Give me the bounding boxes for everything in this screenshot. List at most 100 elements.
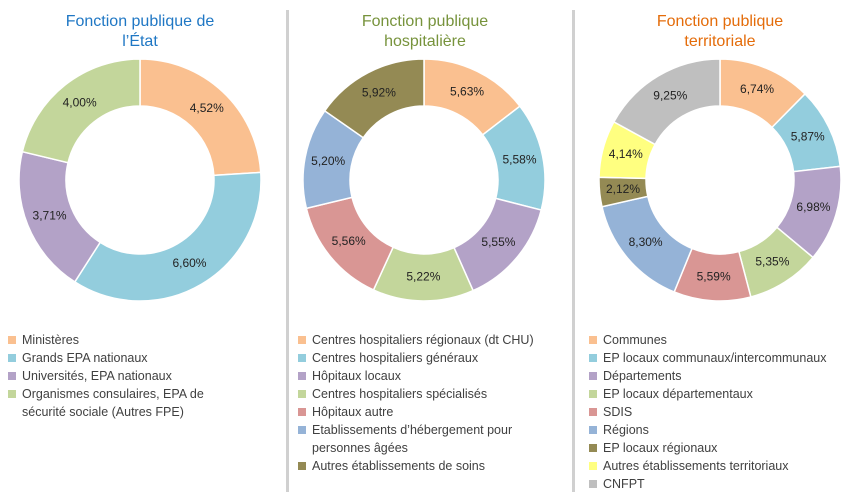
legend-label: Etablissements d’hébergement pour person… (312, 423, 513, 455)
legend-item: Organismes consulaires, EPA de sécurité … (8, 385, 248, 421)
value-label: 5,35% (755, 254, 789, 268)
legend-label: Centres hospitaliers spécialisés (312, 387, 488, 401)
value-label: 5,59% (697, 269, 731, 283)
legend-item: EP locaux départementaux (589, 385, 855, 403)
value-label: 5,56% (332, 234, 366, 248)
value-label: 5,92% (362, 86, 396, 100)
legend-swatch (8, 372, 16, 380)
legend-label: Régions (603, 423, 649, 437)
legend-item: Hôpitaux locaux (298, 367, 560, 385)
value-label: 6,74% (740, 82, 774, 96)
value-label: 4,14% (609, 147, 643, 161)
legend-label: Hôpitaux autre (312, 405, 394, 419)
legend-label: Universités, EPA nationaux (22, 369, 172, 383)
legend-swatch (298, 462, 306, 470)
legend-label: Autres établissements territoriaux (603, 459, 789, 473)
value-label: 9,25% (653, 88, 687, 102)
value-label: 3,71% (33, 209, 67, 223)
legend-item: Autres établissements de soins (298, 457, 560, 475)
legend-item: Centres hospitaliers généraux (298, 349, 560, 367)
legend-swatch (589, 408, 597, 416)
donut-slice (73, 171, 262, 302)
legend-label: Organismes consulaires, EPA de sécurité … (22, 387, 204, 419)
legend-swatch (298, 372, 306, 380)
donut-slice (139, 58, 262, 177)
legend-swatch (589, 444, 597, 452)
value-label: 5,55% (481, 235, 515, 249)
legend-item: EP locaux communaux/intercommunaux (589, 349, 855, 367)
legend-swatch (298, 354, 306, 362)
chart-panel: Fonction publique hospitalière 5,63% 5,58%… (288, 0, 570, 492)
legend-swatch (589, 372, 597, 380)
legend-swatch (298, 390, 306, 398)
value-label: 4,00% (63, 96, 97, 110)
legend-label: Grands EPA nationaux (22, 351, 148, 365)
legend-item: EP locaux régionaux (589, 439, 855, 457)
legend-label: EP locaux communaux/intercommunaux (603, 351, 827, 365)
legend-item: Etablissements d’hébergement pour person… (298, 421, 560, 457)
value-label: 5,63% (450, 85, 484, 99)
legend-item: CNFPT (589, 475, 855, 493)
legend-label: Départements (603, 369, 682, 383)
donut-chart: 6,74% 5,87% 6,98% 5,35% 5,59% 8,30% 2,12% 4,14%… (598, 58, 842, 302)
legend-item: Ministères (8, 331, 248, 349)
legend-swatch (298, 336, 306, 344)
legend-item: Universités, EPA nationaux (8, 367, 248, 385)
donut-slice (323, 58, 425, 139)
legend-item: Communes (589, 331, 855, 349)
legend-label: Communes (603, 333, 667, 347)
value-label: 5,87% (791, 130, 825, 144)
value-label: 6,60% (172, 256, 206, 270)
legend-label: CNFPT (603, 477, 645, 491)
value-label: 5,20% (311, 154, 345, 168)
legend-swatch (8, 336, 16, 344)
donut-slice (612, 58, 721, 146)
legend-item: SDIS (589, 403, 855, 421)
legend-item: Hôpitaux autre (298, 403, 560, 421)
legend: Ministères Grands EPA nationaux Université… (8, 331, 248, 421)
value-label: 4,52% (190, 101, 224, 115)
legend-label: Autres établissements de soins (312, 459, 486, 473)
value-label: 2,12% (606, 182, 640, 196)
legend-item: Régions (589, 421, 855, 439)
chart-panel: Fonction publique territoriale 6,74% 5,87%… (575, 0, 855, 492)
legend-item: Grands EPA nationaux (8, 349, 248, 367)
legend-label: Centres hospitaliers généraux (312, 351, 479, 365)
separator (572, 10, 575, 492)
legend-label: SDIS (603, 405, 633, 419)
value-label: 6,98% (796, 200, 830, 214)
donut-chart: 5,63% 5,58% 5,55% 5,22% 5,56% 5,20% 5,92% (302, 58, 546, 302)
donut-slice (21, 58, 141, 164)
legend-swatch (589, 354, 597, 362)
legend-swatch (589, 390, 597, 398)
legend-swatch (589, 426, 597, 434)
legend-swatch (589, 336, 597, 344)
chart-panel: Fonction publique de l’État 4,52% 6,60% 3,7… (0, 0, 282, 492)
legend-swatch (8, 390, 16, 398)
donut-chart: 4,52% 6,60% 3,71% 4,00% (18, 58, 262, 302)
legend-swatch (298, 408, 306, 416)
value-label: 8,30% (629, 235, 663, 249)
legend-swatch (298, 426, 306, 434)
chart-title: Fonction publique de l’État (65, 13, 215, 50)
legend-swatch (589, 480, 597, 488)
separator (286, 10, 289, 492)
legend-label: Centres hospitaliers régionaux (dt CHU) (312, 333, 534, 347)
legend-item: Centres hospitaliers spécialisés (298, 385, 560, 403)
legend: Communes EP locaux communaux/intercommuna… (589, 331, 855, 493)
legend-label: EP locaux régionaux (603, 441, 718, 455)
value-label: 5,58% (502, 153, 536, 167)
legend-swatch (589, 462, 597, 470)
legend: Centres hospitaliers régionaux (dt CHU) C… (298, 331, 560, 475)
legend-label: Hôpitaux locaux (312, 369, 401, 383)
legend-item: Autres établissements territoriaux (589, 457, 855, 475)
legend-item: Centres hospitaliers régionaux (dt CHU) (298, 331, 560, 349)
legend-swatch (8, 354, 16, 362)
chart-title: Fonction publique hospitalière (361, 13, 489, 50)
legend-label: EP locaux départementaux (603, 387, 753, 401)
legend-label: Ministères (22, 333, 79, 347)
chart-title: Fonction publique territoriale (656, 13, 784, 50)
value-label: 5,22% (406, 270, 440, 284)
legend-item: Départements (589, 367, 855, 385)
